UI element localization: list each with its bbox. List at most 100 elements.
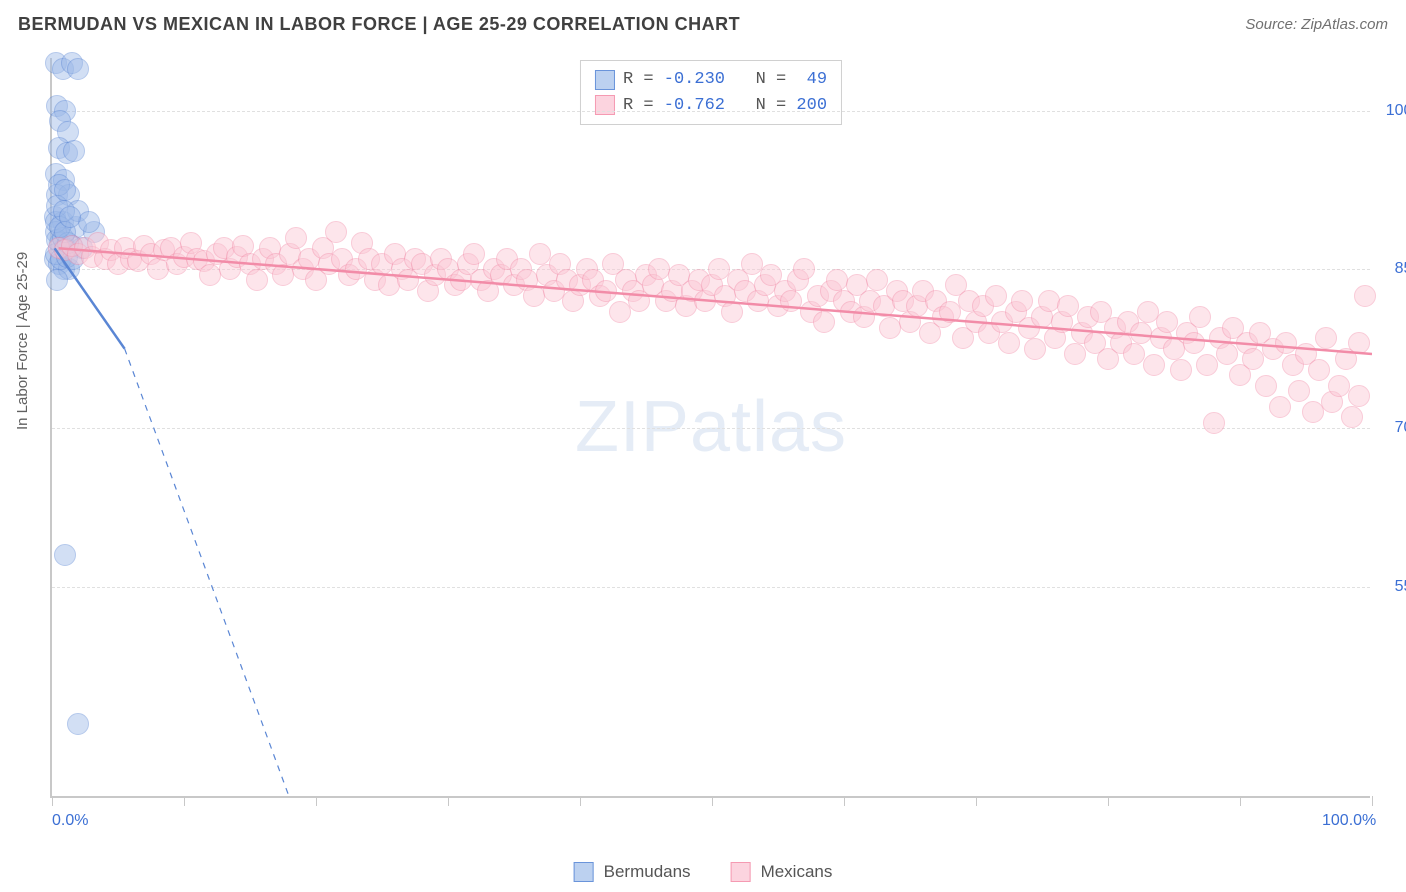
gridline-horizontal [52,111,1370,112]
scatter-point [1143,354,1165,376]
scatter-point [1203,412,1225,434]
scatter-point [866,269,888,291]
scatter-point [1341,406,1363,428]
y-tick-label: 70.0% [1395,419,1406,437]
x-tick-label: 100.0% [1322,812,1376,830]
y-tick-label: 100.0% [1386,102,1406,120]
scatter-point [939,301,961,323]
x-tick [1240,796,1241,806]
scatter-point [246,269,268,291]
scatter-point [1064,343,1086,365]
scatter-point [67,713,89,735]
scatter-point [1156,311,1178,333]
stats-text: R = -0.230 N = 49 [623,67,827,93]
x-tick [580,796,581,806]
scatter-point [1123,343,1145,365]
x-tick [448,796,449,806]
scatter-point [879,317,901,339]
scatter-point [1057,295,1079,317]
legend-item: Mexicans [731,862,833,882]
scatter-point [67,58,89,80]
scatter-point [1288,380,1310,402]
scatter-point [272,264,294,286]
legend-swatch [574,862,594,882]
scatter-point [1189,306,1211,328]
scatter-point [1170,359,1192,381]
scatter-point [1269,396,1291,418]
scatter-point [523,285,545,307]
scatter-point [780,290,802,312]
scatter-point [1183,332,1205,354]
gridline-horizontal [52,428,1370,429]
y-axis-title: In Labor Force | Age 25-29 [14,252,31,430]
scatter-plot: ZIPatlas R = -0.230 N = 49R = -0.762 N =… [50,58,1370,798]
x-tick [1108,796,1109,806]
scatter-point [813,311,835,333]
scatter-point [147,258,169,280]
scatter-point [1196,354,1218,376]
scatter-point [826,269,848,291]
scatter-point [199,264,221,286]
scatter-point [1255,375,1277,397]
scatter-point [529,243,551,265]
correlation-stats-box: R = -0.230 N = 49R = -0.762 N = 200 [580,60,842,125]
scatter-point [59,206,81,228]
scatter-point [463,243,485,265]
legend-swatch [595,70,615,90]
legend-item: Bermudans [574,862,691,882]
scatter-point [1038,290,1060,312]
legend-swatch [731,862,751,882]
x-tick [316,796,317,806]
scatter-point [63,140,85,162]
chart-title: BERMUDAN VS MEXICAN IN LABOR FORCE | AGE… [18,14,740,35]
x-tick [976,796,977,806]
scatter-point [609,301,631,323]
scatter-point [1308,359,1330,381]
scatter-point [46,269,68,291]
scatter-point [54,544,76,566]
scatter-point [1275,332,1297,354]
x-tick [1372,796,1373,806]
x-tick [712,796,713,806]
source-value: ZipAtlas.com [1301,16,1388,33]
scatter-point [648,258,670,280]
watermark: ZIPatlas [575,386,847,468]
x-tick [52,796,53,806]
scatter-point [741,253,763,275]
stats-text: R = -0.762 N = 200 [623,93,827,119]
x-tick [184,796,185,806]
scatter-point [721,301,743,323]
gridline-horizontal [52,587,1370,588]
y-tick-label: 85.0% [1395,260,1406,278]
scatter-point [325,221,347,243]
scatter-point [1216,343,1238,365]
scatter-point [1137,301,1159,323]
scatter-point [285,227,307,249]
scatter-point [793,258,815,280]
scatter-point [1130,322,1152,344]
source-label: Source: [1245,16,1301,33]
scatter-point [1328,375,1350,397]
stats-row: R = -0.762 N = 200 [595,93,827,119]
scatter-point [1348,332,1370,354]
watermark-bold: ZIP [575,387,690,467]
scatter-point [1315,327,1337,349]
x-tick-label: 0.0% [52,812,88,830]
legend-footer: Bermudans Mexicans [574,862,833,882]
x-tick [844,796,845,806]
scatter-point [985,285,1007,307]
watermark-thin: atlas [690,387,847,467]
scatter-point [708,258,730,280]
scatter-point [1024,338,1046,360]
scatter-point [998,332,1020,354]
legend-swatch [595,95,615,115]
scatter-point [595,280,617,302]
chart-header: BERMUDAN VS MEXICAN IN LABOR FORCE | AGE… [0,0,1406,48]
legend-label: Mexicans [761,862,833,882]
stats-row: R = -0.230 N = 49 [595,67,827,93]
scatter-point [1348,385,1370,407]
scatter-point [1011,290,1033,312]
scatter-point [1302,401,1324,423]
scatter-point [1354,285,1376,307]
scatter-point [1242,348,1264,370]
